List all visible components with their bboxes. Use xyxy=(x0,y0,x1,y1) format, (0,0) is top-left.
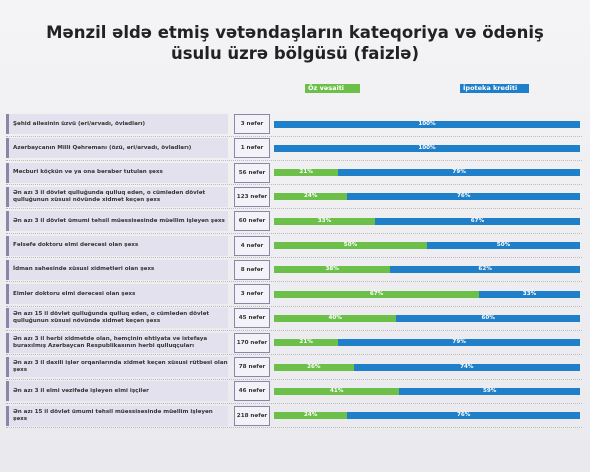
row-separator xyxy=(6,402,582,404)
value-label: 40% xyxy=(328,314,342,321)
bar-segment xyxy=(274,242,427,249)
count-label: 8 nəfər xyxy=(234,259,270,280)
chart-title: Mənzil əldə etmiş vətəndaşların kateqori… xyxy=(46,23,544,63)
row-separator xyxy=(6,329,582,331)
count-label: 3 nəfər xyxy=(234,284,270,305)
value-label: 38% xyxy=(325,266,339,273)
value-label: 62% xyxy=(478,266,492,273)
row-separator xyxy=(6,159,582,161)
count-label: 60 nəfər xyxy=(234,211,270,232)
value-label: 24% xyxy=(304,193,318,200)
row-separator xyxy=(6,305,582,307)
count-label: 1 nəfər xyxy=(234,138,270,159)
count-label: 78 nəfər xyxy=(234,357,270,377)
bar-segment xyxy=(338,339,580,347)
bar-segment xyxy=(274,169,339,177)
row-separator xyxy=(6,208,582,210)
value-label: 76% xyxy=(457,193,471,200)
count-label: 218 nəfər xyxy=(234,405,270,426)
count-label: 170 nəfər xyxy=(234,332,270,353)
bar-segment xyxy=(274,217,375,225)
row-separator xyxy=(6,281,582,283)
bar-segment xyxy=(399,387,580,395)
value-label: 26% xyxy=(307,363,321,370)
value-label: 33% xyxy=(522,290,537,297)
legend-item: İpoteka krediti xyxy=(460,84,529,93)
category-label: Ən azı 3 il daxili işlər orqanlarında xi… xyxy=(6,357,228,377)
value-label: 59% xyxy=(483,387,497,394)
bar-segment xyxy=(338,169,580,177)
category-label: Fəlsəfə doktoru elmi dərəcəsi olan şəxs xyxy=(6,235,228,256)
legend-item: Öz vəsaiti xyxy=(305,84,360,93)
category-label: Ən azı 3 il hərbi xidmətdə olan, həmçini… xyxy=(6,332,228,353)
row-separator xyxy=(6,427,582,429)
bar-segment xyxy=(274,193,348,201)
value-label: 74% xyxy=(460,363,474,370)
row-separator xyxy=(6,378,582,380)
bar-segment xyxy=(390,266,580,274)
category-label: Şəhid ailəsinin üzvü (əri/arvadı, övladl… xyxy=(6,114,228,134)
row-separator xyxy=(6,257,582,258)
bar-segment xyxy=(479,290,580,298)
value-label: 100% xyxy=(418,144,436,151)
value-label: 21% xyxy=(299,339,313,346)
value-label: 67% xyxy=(470,217,485,224)
category-label: Ən azı 3 il dövlət ümumi təhsil müəssisə… xyxy=(6,211,228,232)
value-label: 76% xyxy=(457,412,471,419)
value-label: 79% xyxy=(452,169,466,176)
value-label: 60% xyxy=(481,314,495,321)
value-label: 79% xyxy=(452,339,466,346)
bar-segment xyxy=(347,193,580,201)
category-label: İdman sahəsində xüsusi xidmətləri olan ş… xyxy=(6,259,228,280)
value-label: 24% xyxy=(304,412,318,419)
count-label: 56 nəfər xyxy=(234,162,270,183)
category-label: Məcburi köçkün və ya ona bərabər tutulan… xyxy=(6,162,228,183)
row-separator xyxy=(6,184,582,186)
category-label: Ən azı 15 il dövlət ümumi təhsil müəssis… xyxy=(6,405,228,426)
bar-segment xyxy=(274,144,580,152)
count-label: 4 nəfər xyxy=(234,235,270,256)
bar-segment xyxy=(274,363,354,371)
bar-segment xyxy=(274,120,580,128)
bar-segment xyxy=(274,290,480,298)
category-label: Azərbaycanın Milli Qəhrəmanı (özü, əri/a… xyxy=(6,138,228,159)
row-separator xyxy=(6,135,582,137)
value-label: 67% xyxy=(369,290,384,297)
bar-segment xyxy=(274,387,400,395)
category-label: Ən azı 3 il dövlət qulluğunda qulluq edə… xyxy=(6,186,228,207)
bar-segment xyxy=(274,339,339,347)
bar-segment xyxy=(427,242,580,249)
bar-segment xyxy=(274,314,397,322)
value-label: 33% xyxy=(317,217,332,224)
value-label: 50% xyxy=(343,242,358,248)
category-label: Ən azı 15 il dövlət qulluğunda qulluq ed… xyxy=(6,308,228,329)
value-label: 100% xyxy=(418,120,436,127)
bar-segment xyxy=(274,266,391,274)
category-label: Elmlər doktoru elmi dərəcəsi olan şəxs xyxy=(6,284,228,305)
bar-segment xyxy=(353,363,580,371)
bar-segment xyxy=(274,412,348,420)
bar-segment xyxy=(347,412,580,420)
value-label: 50% xyxy=(496,242,511,248)
count-label: 123 nəfər xyxy=(234,186,270,207)
bar-segment xyxy=(374,217,580,225)
count-label: 3 nəfər xyxy=(234,114,270,134)
row-separator xyxy=(6,232,582,234)
row-separator xyxy=(6,354,582,356)
category-label: Ən azı 3 il elmi vəzifədə işləyən elmi i… xyxy=(6,381,228,402)
count-label: 46 nəfər xyxy=(234,381,270,402)
bar-segment xyxy=(396,314,580,322)
count-label: 45 nəfər xyxy=(234,308,270,329)
value-label: 41% xyxy=(330,387,344,394)
value-label: 21% xyxy=(299,169,313,176)
